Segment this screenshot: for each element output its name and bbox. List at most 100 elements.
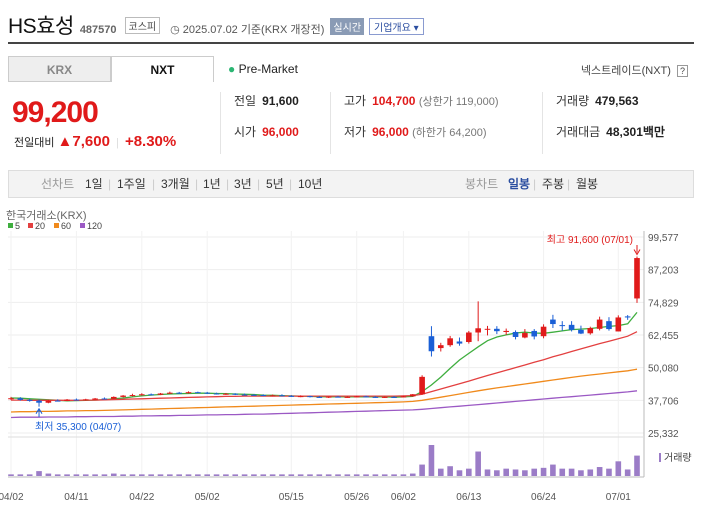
chart-svg[interactable]: 한국거래소(KRX) 5 20 60 120 거래량 99,577 87,203 74,8… [0,205,702,517]
chart-period-bar: 선차트 1일 | 1주일 | 3개월 | 1년 | 3년 | 5년 | 10년 … [8,170,694,198]
candle-body [129,395,136,397]
candle-body [381,396,388,398]
volume-bar [139,474,145,476]
volume-bar [64,474,70,476]
y-tick-label: 37,706 [648,396,679,407]
high-label: 고가 [344,94,367,108]
candle-body [241,394,248,396]
legend-label-60: 60 [61,221,71,231]
x-tick-label: 04/22 [129,492,154,503]
y-tick-label: 50,080 [648,364,679,375]
candle-body [559,325,566,327]
legend-swatch-120 [80,223,85,228]
candle-body [353,396,360,398]
candle-body [54,400,61,402]
candle-body [73,399,80,401]
volume-bar [17,474,24,476]
period-1d[interactable]: 1일 [85,177,103,191]
volume-bar [288,474,295,476]
period-3m[interactable]: 3개월 [161,177,190,191]
pre-market-label: Pre-Market [238,62,298,76]
volume-bar [92,474,98,476]
volume-bar [45,473,52,476]
volume-bar [260,474,267,476]
header-divider [8,42,694,44]
nextrade-link[interactable]: 넥스트레이드(NXT) ? [581,62,688,78]
volume-bar [587,469,594,476]
volume-bar [26,474,33,476]
volume-bars: 거래량 [8,445,692,476]
legend-label-20: 20 [35,221,45,231]
volume-bar [494,470,500,476]
divider: | [152,177,156,191]
ma-line-120 [10,390,638,419]
candle-body [400,396,407,398]
tab-krx[interactable]: KRX [8,56,111,82]
candle-weekly[interactable]: 주봉 [542,177,565,191]
candle-body [391,396,397,398]
chevron-down-icon: ▾ [413,23,419,34]
divider [330,92,331,154]
stock-name: HS효성 [8,15,74,38]
x-tick-label: 06/02 [391,492,416,503]
volume-bar [531,468,538,476]
candle-body [624,316,631,318]
realtime-button[interactable]: 실시간 [330,18,365,35]
lower-limit: (하한가 64,200) [412,127,487,139]
divider: | [108,177,112,191]
status-dot-icon: ● [228,62,236,76]
stock-chart[interactable]: 한국거래소(KRX) 5 20 60 120 거래량 99,577 87,203 74,8… [0,205,702,520]
volume-bar [391,474,397,476]
company-info-dropdown[interactable]: 기업개요 ▾ [369,18,424,35]
candle-body [82,399,89,401]
volume-bar [363,474,369,476]
period-10y[interactable]: 10년 [298,177,323,191]
low-annotation: 최저 35,300 (04/07) [35,421,121,433]
volume-bar [615,461,622,476]
candle-body [176,392,182,394]
y-tick-label: 25,332 [648,429,679,440]
candle-daily[interactable]: 일봉 [508,177,531,191]
candle-body [64,399,70,401]
change-value: 7,600 [72,133,110,150]
period-5y[interactable]: 5년 [266,177,284,191]
candle-body [213,393,220,395]
candle-body [157,393,164,395]
candle-body [344,396,351,398]
help-icon[interactable]: ? [677,65,688,77]
period-1w[interactable]: 1주일 [117,177,146,191]
volume-bar [634,455,640,476]
tab-nxt[interactable]: NXT [111,56,214,82]
y-tick-label: 87,203 [648,266,679,277]
volume-bar [157,474,164,476]
quote-date: 2025.07.02 [182,24,238,36]
candle-body [110,396,117,399]
source-label: 한국거래소(KRX) [6,209,87,222]
volume-bar [559,468,566,476]
volume-bar [456,470,463,476]
volume-bar [606,468,612,476]
divider: | [226,177,230,191]
candle-body [325,396,332,398]
volume-bar [568,468,575,476]
change-label: 전일대비 [14,137,55,149]
up-arrow-icon [35,407,43,414]
candle-body [251,394,257,396]
y-tick-label: 62,455 [648,331,679,342]
x-tick-label: 04/02 [0,492,24,503]
candle-monthly[interactable]: 월봉 [576,177,599,191]
period-3y[interactable]: 3년 [234,177,252,191]
pre-market-status: ● Pre-Market [228,62,298,76]
volume-bar [475,451,481,476]
candle-body [596,319,603,329]
volume-bar [466,468,472,476]
amount-unit: 백만 [642,125,665,139]
volume-bar [335,474,341,476]
open-label: 시가 [234,125,257,139]
period-1y[interactable]: 1년 [203,177,221,191]
candle-body [540,326,547,337]
volume-bar [381,474,388,476]
legend-swatch-20 [28,223,33,228]
volume-bar [8,474,14,476]
volume-bar [344,474,351,476]
